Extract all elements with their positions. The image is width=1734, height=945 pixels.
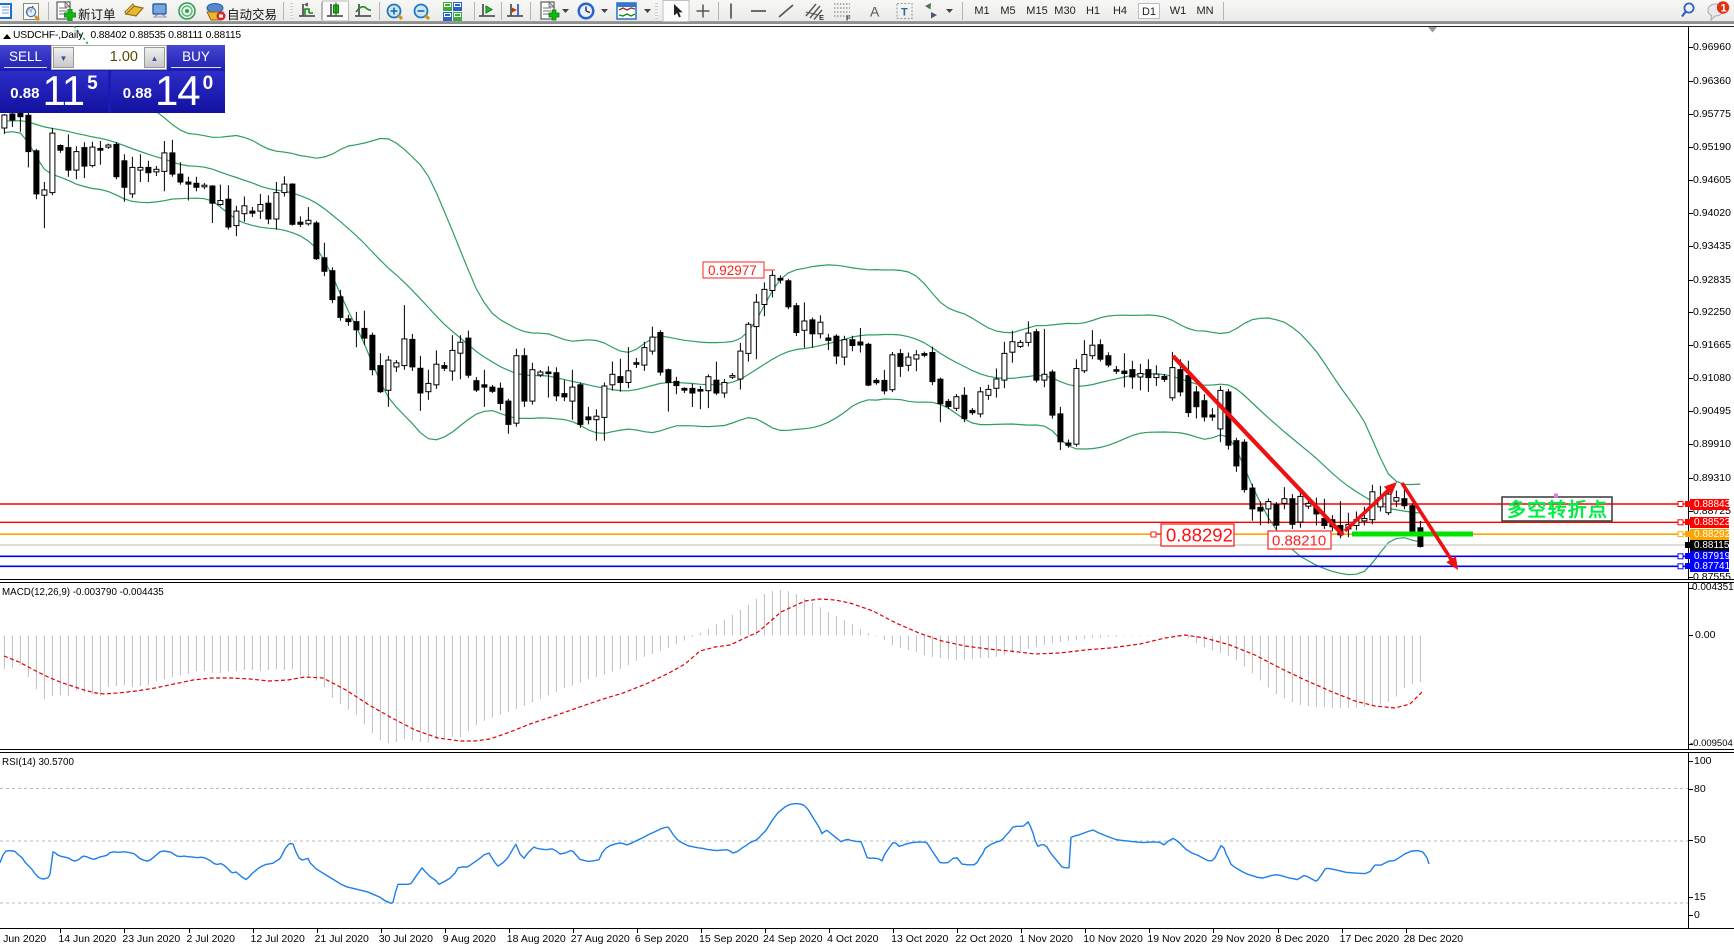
svg-text:0.92977: 0.92977	[708, 263, 757, 278]
svg-text:0.88292: 0.88292	[1166, 525, 1233, 546]
svg-text:0.88210: 0.88210	[1272, 533, 1326, 550]
svg-text:多空转折点: 多空转折点	[1507, 498, 1607, 521]
svg-text:A: A	[870, 4, 880, 20]
svg-text:F: F	[846, 14, 851, 23]
svg-text:E: E	[819, 13, 824, 22]
svg-text:T: T	[901, 7, 908, 19]
svg-text:1: 1	[1721, 3, 1727, 15]
